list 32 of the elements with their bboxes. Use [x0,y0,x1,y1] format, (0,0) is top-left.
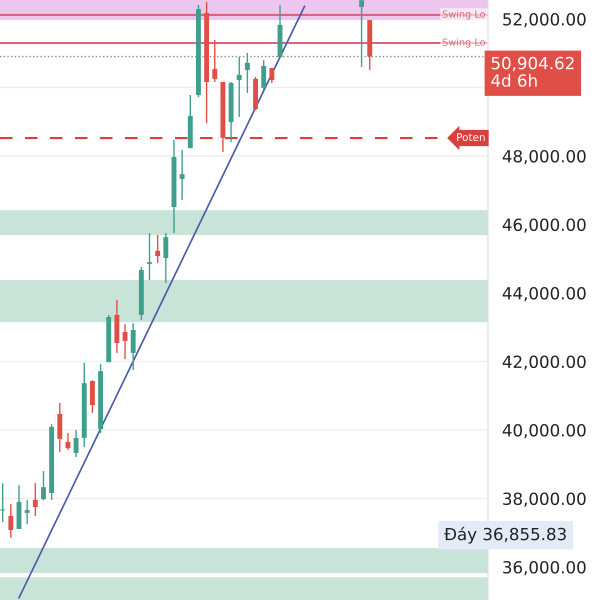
candlestick [261,59,266,91]
y-tick-label: 48,000.00 [502,150,586,164]
candlestick [65,432,70,451]
candlestick [212,39,218,83]
candlestick [41,470,46,501]
annotation: Đáy 36,855.83 [444,526,566,544]
candlestick [8,503,14,538]
y-tick-label: 36,000.00 [503,560,586,576]
y-tick-label: 46,000.00 [502,218,586,233]
candlestick [24,499,30,525]
candlestick [90,380,95,414]
candlestick [163,232,168,284]
y-tick-label: 38,000.00 [503,492,586,507]
candlestick [359,0,364,68]
candlestick [74,429,79,458]
y-tick-label: 40,000.00 [502,424,586,438]
candlestick [130,322,136,371]
candlestick [180,149,185,201]
y-tick-label: 44,000.00 [502,286,586,302]
candlestick [244,52,250,94]
candlestick [122,323,128,360]
ref-line-label: Swing Lo [442,10,486,20]
candlestick [147,232,152,281]
ref-line-label: 50,904.62 4d 6h [491,56,574,87]
y-tick-label: 52,000.00 [503,12,586,28]
candlestick [155,234,160,264]
candlestick [0,482,6,523]
ref-line-label: Poten [457,133,485,142]
y-tick-label: 42,000.00 [502,355,586,370]
candlestick [269,67,274,84]
ref-line-label: Swing Lo [442,38,486,48]
candlestick [32,482,38,517]
